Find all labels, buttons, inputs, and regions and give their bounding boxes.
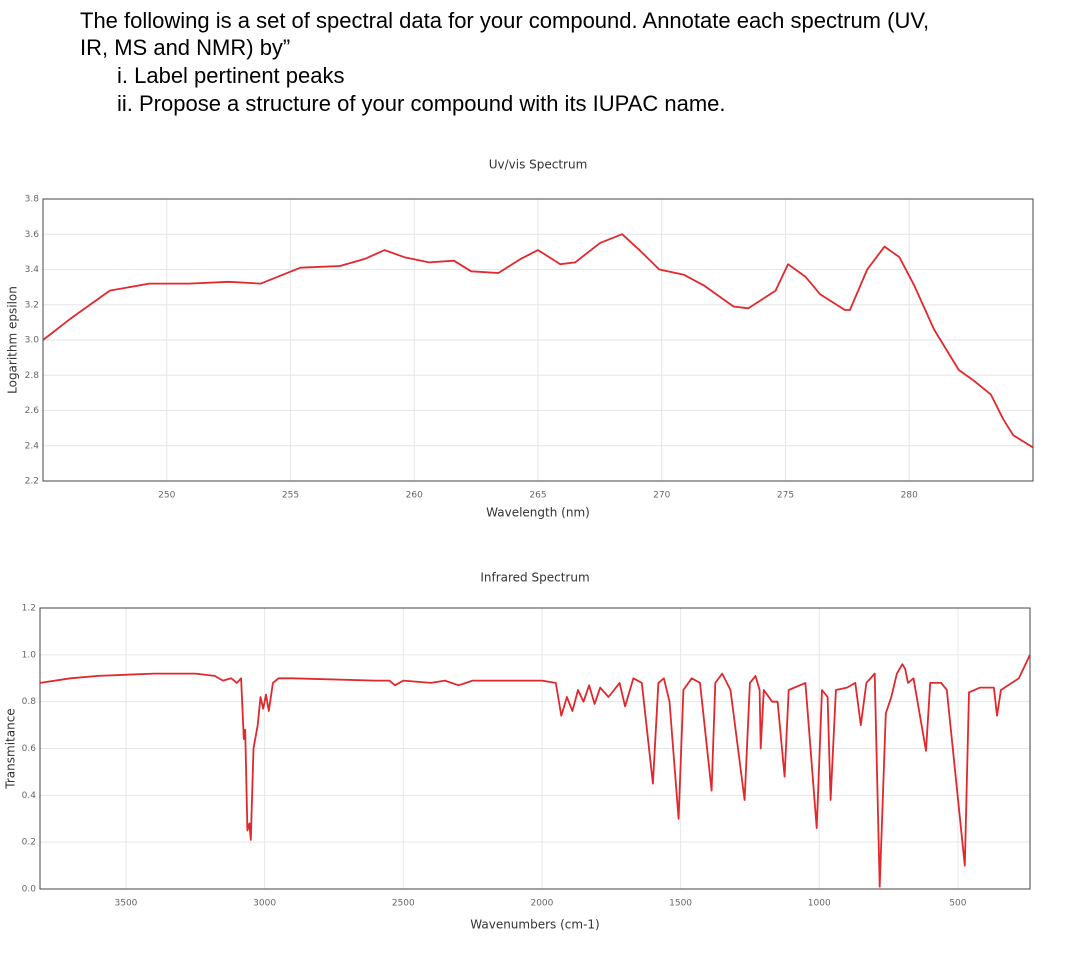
y-tick-label: 3.8 (25, 195, 40, 205)
x-tick-label: 275 (777, 491, 794, 501)
y-tick-label: 1.0 (22, 650, 37, 660)
x-tick-label: 270 (653, 491, 670, 501)
x-axis-label: Wavenumbers (cm-1) (470, 918, 599, 932)
instruction-line: The following is a set of spectral data … (80, 8, 929, 33)
y-tick-label: 3.2 (25, 300, 39, 310)
x-tick-label: 1000 (808, 899, 831, 909)
x-tick-label: 2000 (530, 899, 553, 909)
instruction-item: ii. Propose a structure of your compound… (117, 91, 726, 116)
y-tick-label: 0.6 (22, 744, 37, 754)
chart-title: Uv/vis Spectrum (489, 158, 588, 172)
y-axis-label: Transmitance (4, 708, 18, 789)
x-tick-label: 255 (282, 491, 299, 501)
y-tick-label: 3.6 (25, 230, 40, 240)
instruction-item: i. Label pertinent peaks (117, 63, 345, 88)
y-tick-label: 0.4 (22, 791, 37, 801)
y-axis-label: Logarithm epsilon (6, 286, 20, 394)
x-tick-label: 2500 (392, 899, 415, 909)
y-tick-label: 1.2 (22, 604, 36, 614)
chart-title: Infrared Spectrum (480, 571, 589, 585)
y-tick-label: 2.6 (25, 406, 40, 416)
y-tick-label: 0.8 (22, 697, 37, 707)
y-tick-label: 2.8 (25, 371, 40, 381)
y-tick-label: 0.0 (22, 885, 37, 895)
x-tick-label: 250 (158, 491, 175, 501)
x-tick-label: 1500 (669, 899, 692, 909)
spectrum-line (39, 654, 1031, 888)
y-tick-label: 0.2 (22, 838, 36, 848)
y-tick-label: 3.4 (25, 265, 40, 275)
x-tick-label: 3000 (253, 899, 276, 909)
x-tick-label: 260 (406, 491, 423, 501)
spectrum-line (42, 233, 1034, 449)
x-tick-label: 3500 (115, 899, 138, 909)
x-tick-label: 280 (901, 491, 918, 501)
x-tick-label: 500 (949, 899, 966, 909)
y-tick-label: 2.4 (25, 441, 40, 451)
x-tick-label: 265 (529, 491, 546, 501)
y-tick-label: 2.2 (25, 477, 39, 487)
y-tick-label: 3.0 (25, 336, 40, 346)
x-axis-label: Wavelength (nm) (486, 506, 590, 520)
plot-frame (39, 607, 1031, 890)
instruction-line: IR, MS and NMR) by” (80, 35, 290, 60)
